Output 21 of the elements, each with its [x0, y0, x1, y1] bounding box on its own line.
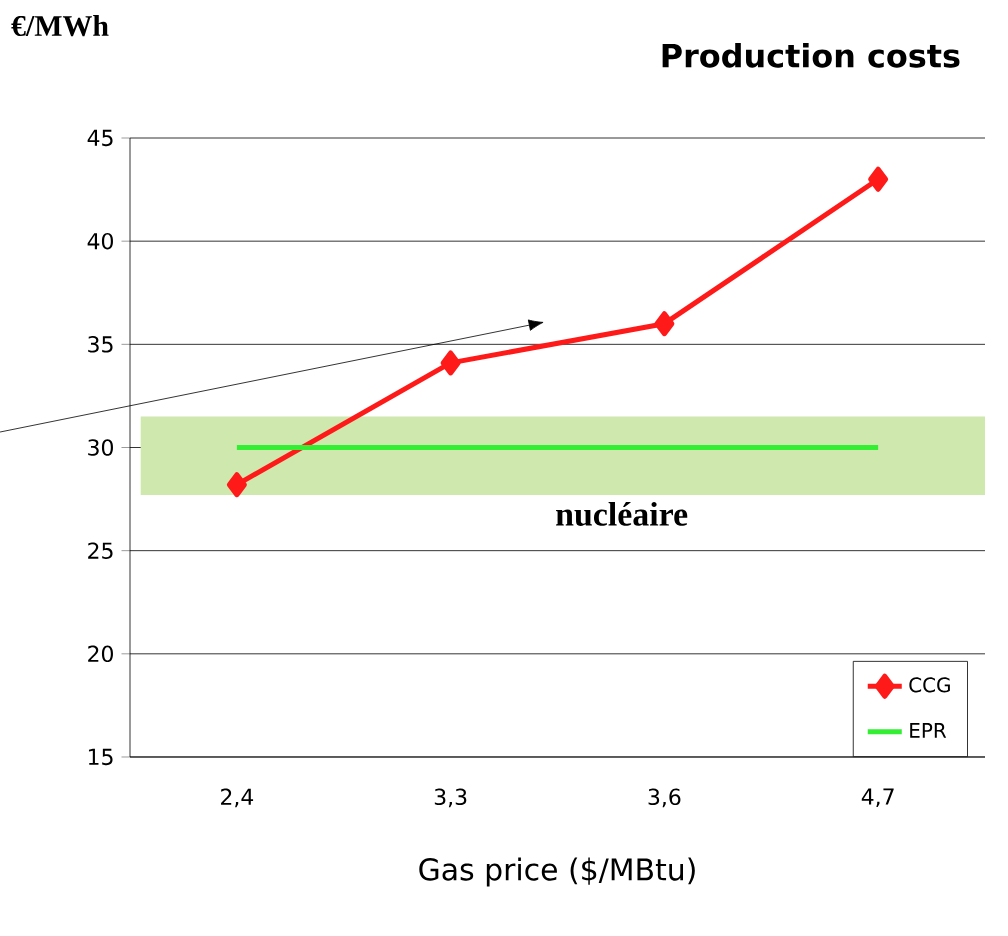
x-tick-label: 4,7: [861, 788, 894, 808]
legend-label: CCG: [909, 677, 950, 693]
y-tick-label: 40: [87, 232, 113, 250]
point: [868, 166, 889, 192]
chart-title: Production costs: [662, 43, 960, 68]
x-axis-title: Gas price ($/MBtu): [419, 857, 695, 887]
x-tick-label: 2,4: [221, 788, 254, 808]
y-tick-label: 25: [88, 542, 113, 559]
point: [654, 311, 675, 337]
y-tick-label: 45: [87, 129, 113, 147]
point: [440, 350, 461, 376]
legend-label: EPR: [910, 723, 947, 738]
band-label: nucléaire: [556, 502, 688, 526]
y-axis-title: €/MWh: [11, 15, 109, 37]
y-tick-label: 20: [88, 645, 113, 663]
x-tick-label: 3,6: [648, 788, 681, 808]
y-tick-label: 15: [88, 748, 113, 766]
x-tick-label: 3,3: [434, 788, 467, 808]
y-tick-label: 35: [88, 336, 113, 353]
point: [226, 472, 247, 498]
y-tick-label: 30: [88, 439, 113, 456]
